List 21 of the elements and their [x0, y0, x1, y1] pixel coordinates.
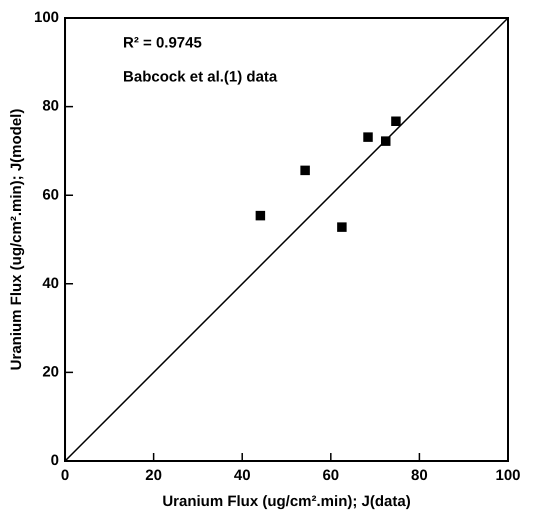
- point: [391, 116, 401, 126]
- annotation: R² = 0.9745: [123, 34, 202, 52]
- point: [256, 210, 266, 220]
- y-axis-title: Uranium Flux (ug/cm².min); J(model): [8, 108, 26, 370]
- x-tick-label: 20: [145, 467, 162, 484]
- y-tick-label: 40: [42, 274, 60, 292]
- y-tick-label: 100: [34, 9, 60, 26]
- point: [363, 132, 373, 142]
- x-tick-label: 40: [234, 467, 251, 484]
- point: [300, 166, 310, 176]
- x-tick-label: 100: [495, 467, 521, 484]
- x-tick-label: 80: [411, 467, 428, 484]
- y-tick-label: 0: [50, 452, 60, 470]
- y-tick-label: 60: [42, 186, 60, 204]
- point: [337, 222, 347, 232]
- x-tick-label: 60: [322, 467, 340, 484]
- annotation: Babcock et al.(1) data: [123, 68, 278, 86]
- y-tick-label: 20: [42, 364, 60, 381]
- point: [380, 136, 390, 146]
- x-axis-title: Uranium Flux (ug/cm².min); J(data): [162, 493, 411, 510]
- y-tick-label: 80: [42, 98, 60, 115]
